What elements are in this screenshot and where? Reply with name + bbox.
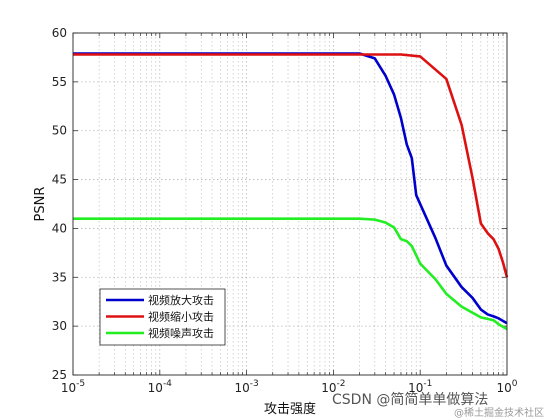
y-tick-label: 50 [52, 124, 67, 138]
legend-label-1: 视频放大攻击 [148, 293, 214, 307]
x-tick-label: 10-2 [321, 379, 345, 395]
watermark-text: CSDN @简简单单做算法 [332, 391, 488, 408]
x-tick-label: 10-1 [408, 379, 432, 395]
x-tick-label-base: 10 [148, 381, 163, 395]
y-tick-labels: 25 30 35 40 45 50 55 60 [52, 26, 67, 382]
y-tick-label: 55 [52, 75, 67, 89]
x-tick-label: 10-4 [148, 379, 173, 395]
series-line-3 [73, 217, 508, 331]
axes [72, 32, 508, 376]
y-tick-label: 40 [52, 221, 67, 235]
x-tick-label-exponent: -4 [163, 379, 172, 389]
x-tick-label-exponent: -3 [250, 379, 259, 389]
x-tick-label: 10-3 [234, 379, 258, 395]
x-tick-label: 10-5 [61, 379, 85, 395]
series-line-1 [73, 52, 508, 325]
x-tick-label-base: 10 [61, 381, 76, 395]
x-tick-label: 100 [496, 379, 517, 395]
y-tick-label: 45 [52, 173, 67, 187]
watermark-subtext: @稀土掘金技术社区 [454, 406, 544, 419]
x-tick-label-base: 10 [408, 381, 423, 395]
x-tick-label-base: 10 [496, 381, 511, 395]
series-lines [73, 52, 509, 331]
legend-label-3: 视频噪声攻击 [148, 326, 214, 340]
x-tick-label-exponent: -1 [423, 379, 432, 389]
series-line-2 [73, 53, 509, 278]
legend-label-2: 视频缩小攻击 [148, 310, 214, 324]
x-tick-label-exponent: -2 [337, 379, 346, 389]
y-tick-label: 30 [52, 319, 67, 333]
x-axis-label: 攻击强度 [264, 401, 316, 417]
x-tick-labels: 10-5 10-4 10-3 10-2 10-1 100 [61, 379, 518, 395]
x-tick-label-exponent: -5 [76, 379, 85, 389]
y-tick-label: 60 [52, 26, 67, 40]
y-tick-label: 35 [52, 270, 67, 284]
y-tick-label: 25 [52, 368, 67, 382]
axes-box [72, 32, 508, 376]
x-tick-label-exponent: 0 [512, 379, 518, 389]
x-tick-label-base: 10 [234, 381, 249, 395]
x-tick-label-base: 10 [321, 381, 336, 395]
y-axis-label: PSNR [33, 187, 48, 222]
